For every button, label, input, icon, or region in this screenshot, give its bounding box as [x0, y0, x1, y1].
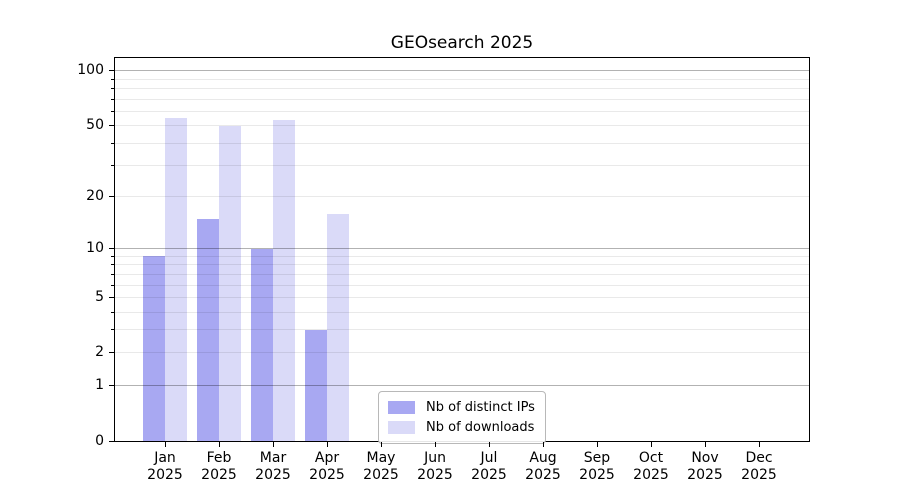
- y-minortick-2: [111, 352, 114, 354]
- y-tick-label-10: 10: [86, 240, 104, 257]
- gridline-y-100: [115, 70, 809, 72]
- plot-area: [114, 57, 810, 442]
- y-minortick-80: [111, 88, 114, 90]
- gridline-y-90: [115, 78, 809, 80]
- y-minortick-20: [111, 196, 114, 198]
- x-tick-label-jul: Jul 2025: [471, 450, 507, 483]
- y-minortick-4: [111, 311, 114, 313]
- x-tick-label-jan: Jan 2025: [147, 450, 183, 483]
- x-tick-label-feb: Feb 2025: [201, 450, 237, 483]
- x-tick-oct: [650, 442, 652, 447]
- bar-downloads-mar: [273, 119, 295, 441]
- y-tick-100: [109, 70, 114, 72]
- y-tick-label-1: 1: [95, 376, 104, 393]
- x-tick-label-nov: Nov 2025: [687, 450, 723, 483]
- legend: Nb of distinct IPs Nb of downloads: [378, 391, 546, 444]
- y-minortick-70: [111, 98, 114, 100]
- x-tick-nov: [704, 442, 706, 447]
- y-tick-0: [109, 440, 114, 442]
- legend-item-distinct-ips: Nb of distinct IPs: [388, 397, 535, 417]
- bar-distinct-ips-feb: [197, 218, 219, 441]
- legend-swatch-downloads: [388, 420, 415, 434]
- y-tick-label-20: 20: [86, 188, 104, 205]
- x-tick-label-dec: Dec 2025: [741, 450, 777, 483]
- y-tick-label-5: 5: [95, 288, 104, 305]
- y-tick-label-2: 2: [95, 344, 104, 361]
- y-tick-label-100: 100: [77, 62, 104, 79]
- gridline-y-60: [115, 110, 809, 112]
- y-minortick-7: [111, 273, 114, 275]
- x-tick-label-aug: Aug 2025: [525, 450, 561, 483]
- x-tick-jun: [434, 442, 436, 447]
- chart-title: GEOsearch 2025: [390, 33, 534, 53]
- x-tick-label-apr: Apr 2025: [309, 450, 345, 483]
- x-tick-sep: [596, 442, 598, 447]
- y-minortick-8: [111, 264, 114, 266]
- bar-distinct-ips-jan: [143, 256, 165, 441]
- x-tick-label-jun: Jun 2025: [417, 450, 453, 483]
- y-minortick-30: [111, 165, 114, 167]
- bar-downloads-apr: [327, 213, 349, 441]
- y-minortick-90: [111, 78, 114, 80]
- y-tick-1: [109, 384, 114, 386]
- legend-label-downloads: Nb of downloads: [426, 419, 535, 435]
- bar-distinct-ips-apr: [305, 329, 327, 441]
- x-tick-feb: [218, 442, 220, 447]
- x-tick-label-mar: Mar 2025: [255, 450, 291, 483]
- x-tick-label-sep: Sep 2025: [579, 450, 615, 483]
- x-tick-label-oct: Oct 2025: [633, 450, 669, 483]
- bar-downloads-jan: [165, 118, 187, 441]
- gridline-y-80: [115, 88, 809, 90]
- y-minortick-40: [111, 142, 114, 144]
- y-tick-label-50: 50: [86, 117, 104, 134]
- y-tick-10: [109, 248, 114, 250]
- legend-item-downloads: Nb of downloads: [388, 417, 535, 437]
- legend-swatch-distinct-ips: [388, 400, 415, 414]
- bar-downloads-feb: [219, 125, 241, 441]
- gridline-y-70: [115, 98, 809, 100]
- y-minortick-3: [111, 329, 114, 331]
- y-minortick-9: [111, 255, 114, 257]
- bar-distinct-ips-mar: [251, 248, 273, 441]
- x-tick-aug: [542, 442, 544, 447]
- legend-label-distinct-ips: Nb of distinct IPs: [426, 399, 535, 415]
- x-tick-mar: [272, 442, 274, 447]
- y-minortick-6: [111, 284, 114, 286]
- y-minortick-60: [111, 110, 114, 112]
- y-minortick-50: [111, 125, 114, 127]
- x-tick-jan: [164, 442, 166, 447]
- x-tick-jul: [488, 442, 490, 447]
- x-tick-apr: [326, 442, 328, 447]
- x-tick-dec: [758, 442, 760, 447]
- y-tick-label-0: 0: [95, 432, 104, 449]
- x-tick-may: [380, 442, 382, 447]
- x-tick-label-may: May 2025: [363, 450, 399, 483]
- y-minortick-5: [111, 296, 114, 298]
